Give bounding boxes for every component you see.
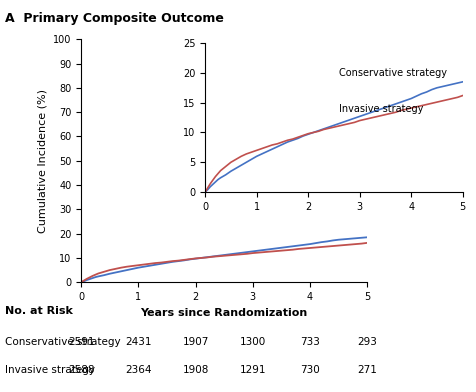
Text: 2591: 2591 xyxy=(68,337,94,347)
Text: A  Primary Composite Outcome: A Primary Composite Outcome xyxy=(5,12,223,25)
Text: 1300: 1300 xyxy=(239,337,266,347)
Text: No. at Risk: No. at Risk xyxy=(5,306,72,316)
Text: 733: 733 xyxy=(299,337,319,347)
Text: 1908: 1908 xyxy=(182,365,208,375)
Text: 271: 271 xyxy=(357,365,377,375)
Text: Invasive strategy: Invasive strategy xyxy=(338,103,423,114)
Text: Conservative strategy: Conservative strategy xyxy=(338,68,446,78)
Y-axis label: Cumulative Incidence (%): Cumulative Incidence (%) xyxy=(37,89,47,233)
Text: Invasive strategy: Invasive strategy xyxy=(5,365,95,375)
X-axis label: Years since Randomization: Years since Randomization xyxy=(140,307,307,318)
Text: 1291: 1291 xyxy=(239,365,266,375)
Text: 2364: 2364 xyxy=(125,365,151,375)
Text: 2431: 2431 xyxy=(125,337,151,347)
Text: Conservative strategy: Conservative strategy xyxy=(5,337,120,347)
Text: 2588: 2588 xyxy=(68,365,94,375)
Text: 1907: 1907 xyxy=(182,337,208,347)
Text: 293: 293 xyxy=(357,337,377,347)
Text: 730: 730 xyxy=(299,365,319,375)
